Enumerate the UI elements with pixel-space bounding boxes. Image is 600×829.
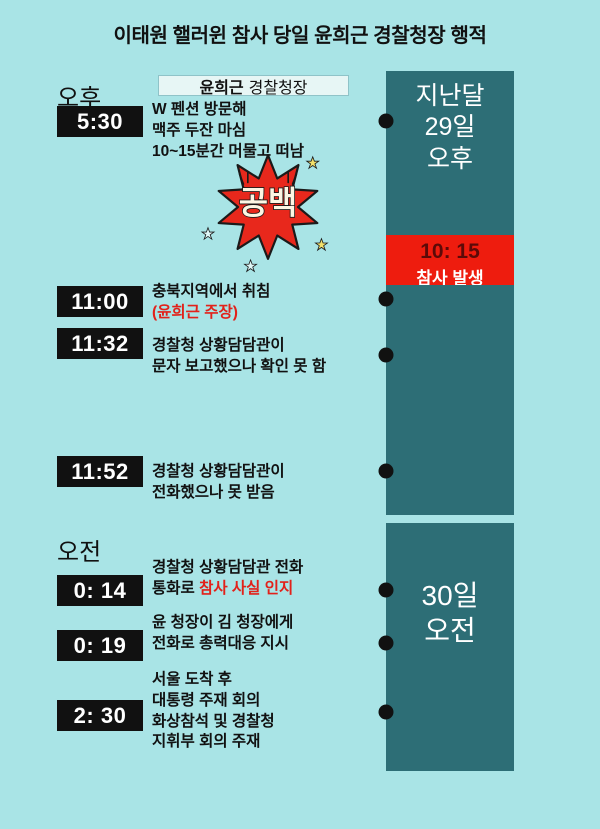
- svg-text:공백: 공백: [239, 185, 297, 221]
